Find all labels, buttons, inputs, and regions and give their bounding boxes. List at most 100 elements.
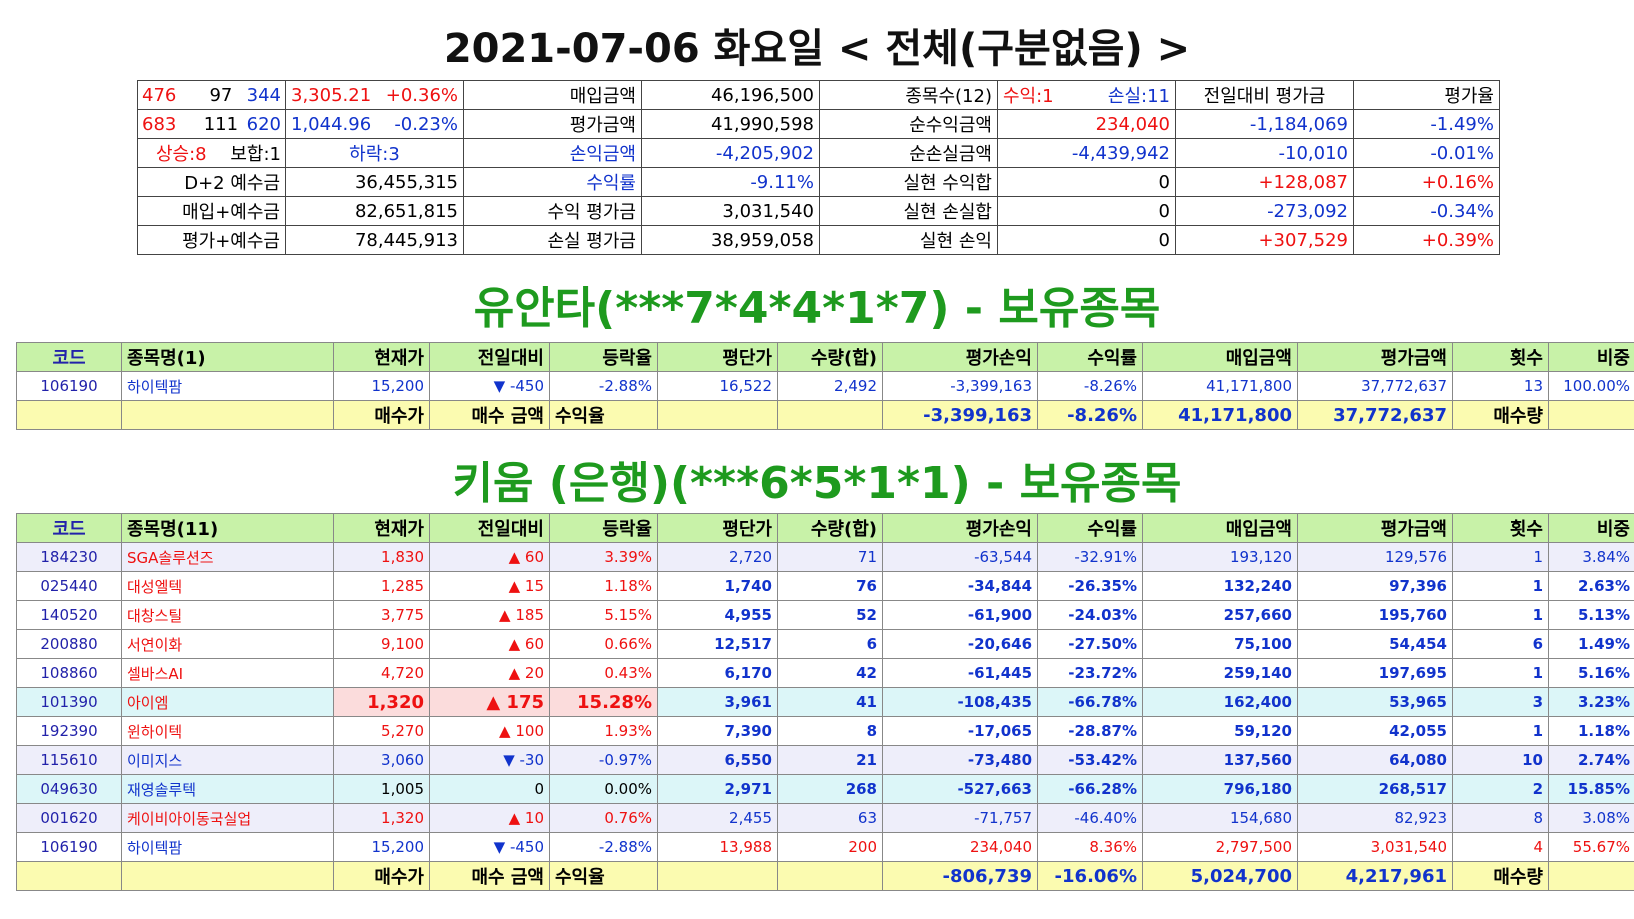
footer-total-eval: 4,217,961 bbox=[1297, 861, 1453, 891]
col-header: 등락율 bbox=[549, 342, 658, 372]
eval-pl: -20,646 bbox=[882, 629, 1038, 659]
weight: 3.08% bbox=[1548, 803, 1634, 833]
eval-amount: 97,396 bbox=[1297, 571, 1453, 601]
col-header: 비중 bbox=[1548, 342, 1634, 372]
col-header: 평단가 bbox=[657, 513, 778, 543]
col-header: 전일대비 bbox=[429, 513, 550, 543]
table-row[interactable]: 106190하이텍팜15,200-450-2.88%13,988200234,0… bbox=[16, 832, 1634, 862]
table-row[interactable]: 115610이미지스3,060-30-0.97%6,55021-73,480-5… bbox=[16, 745, 1634, 775]
fall-count: 하락:3 bbox=[349, 144, 400, 165]
eval-pl: 234,040 bbox=[882, 832, 1038, 862]
return-rate: -53.42% bbox=[1037, 745, 1143, 775]
day-change: 15 bbox=[429, 571, 550, 601]
day-change: -450 bbox=[429, 371, 550, 401]
day-change: 185 bbox=[429, 600, 550, 630]
table-row[interactable]: 108860셀바스AI4,720200.43%6,17042-61,445-23… bbox=[16, 658, 1634, 688]
current-price: 1,320 bbox=[333, 803, 430, 833]
change-rate: 3.39% bbox=[549, 542, 658, 572]
kospi-flat-count: 97 bbox=[209, 84, 233, 106]
stock-code: 101390 bbox=[16, 687, 122, 717]
col-header: 종목명(11) bbox=[121, 513, 334, 543]
quantity: 63 bbox=[777, 803, 883, 833]
day-change: -30 bbox=[429, 745, 550, 775]
summary-value: -273,092 bbox=[1175, 196, 1354, 226]
table-row[interactable]: 192390윈하이텍5,2701001.93%7,3908-17,065-28.… bbox=[16, 716, 1634, 746]
table-row[interactable]: 025440대성엘텍1,285151.18%1,74076-34,844-26.… bbox=[16, 571, 1634, 601]
day-change: 60 bbox=[429, 629, 550, 659]
stock-code: 106190 bbox=[16, 832, 122, 862]
col-header: 코드 bbox=[16, 342, 122, 372]
day-change: 100 bbox=[429, 716, 550, 746]
footer-total-ret: -16.06% bbox=[1037, 861, 1143, 891]
day-change: -450 bbox=[429, 832, 550, 862]
footer-total-ret: -8.26% bbox=[1037, 400, 1143, 430]
yuanta-holdings-table: 코드 종목명(1) 현재가 전일대비 등락율 평단가 수량(합) 평가손익 수익… bbox=[16, 342, 1634, 430]
buy-amount: 41,171,800 bbox=[1142, 371, 1298, 401]
col-header: 매입금액 bbox=[1142, 513, 1298, 543]
summary-row: 매입+예수금 82,651,815 수익 평가금 3,031,540 실현 손실… bbox=[137, 196, 1500, 226]
current-price: 1,320 bbox=[333, 687, 430, 717]
summary-value: -1.49% bbox=[1353, 109, 1500, 139]
summary-value: +128,087 bbox=[1175, 167, 1354, 197]
return-rate: -27.50% bbox=[1037, 629, 1143, 659]
change-rate: 1.93% bbox=[549, 716, 658, 746]
footer-label: 매수가 bbox=[333, 400, 430, 430]
kospi-rate: +0.36% bbox=[385, 84, 458, 106]
table-row[interactable]: 049630 재영솔루텍 1,005 0 0.00% 2,971 268 -527,663 -6… bbox=[16, 774, 1634, 804]
summary-row: 476 97 344 3,305.21 +0.36% 매입금액 46,196,5… bbox=[137, 80, 1500, 110]
weight: 1.49% bbox=[1548, 629, 1634, 659]
change-rate: -2.88% bbox=[549, 371, 658, 401]
summary-value: 0 bbox=[997, 225, 1176, 255]
col-header: 평가손익 bbox=[882, 513, 1038, 543]
table-row[interactable]: 200880서연이화9,100600.66%12,5176-20,646-27.… bbox=[16, 629, 1634, 659]
avg-price: 2,720 bbox=[657, 542, 778, 572]
avg-price: 13,988 bbox=[657, 832, 778, 862]
col-header: 수량(합) bbox=[777, 513, 883, 543]
summary-cell: 하락:3 bbox=[285, 138, 464, 168]
buy-amount: 162,400 bbox=[1142, 687, 1298, 717]
summary-value: -4,205,902 bbox=[641, 138, 820, 168]
eval-amount: 37,772,637 bbox=[1297, 371, 1453, 401]
summary-cell: 683 111 620 bbox=[137, 109, 286, 139]
day-change: 60 bbox=[429, 542, 550, 572]
table-row[interactable]: 106190하이텍팜15,200-450-2.88%16,5222,492-3,… bbox=[16, 371, 1634, 401]
table-row[interactable]: 101390아이엠1,32017515.28%3,96141-108,435-6… bbox=[16, 687, 1634, 717]
stock-code: 108860 bbox=[16, 658, 122, 688]
summary-value: 234,040 bbox=[997, 109, 1176, 139]
avg-price: 6,550 bbox=[657, 745, 778, 775]
summary-label: 평가율 bbox=[1353, 80, 1500, 110]
col-header: 평가금액 bbox=[1297, 342, 1453, 372]
trade-count: 4 bbox=[1452, 832, 1549, 862]
summary-label: 수익률 bbox=[463, 167, 642, 197]
avg-price: 4,955 bbox=[657, 600, 778, 630]
summary-value: +0.39% bbox=[1353, 225, 1500, 255]
change-rate: 0.66% bbox=[549, 629, 658, 659]
current-price: 1,285 bbox=[333, 571, 430, 601]
return-rate: -32.91% bbox=[1037, 542, 1143, 572]
footer-total-eval: 37,772,637 bbox=[1297, 400, 1453, 430]
footer-cell bbox=[657, 861, 778, 891]
summary-label: 순수익금액 bbox=[819, 109, 998, 139]
weight: 3.84% bbox=[1548, 542, 1634, 572]
stock-name: 대창스틸 bbox=[121, 600, 334, 630]
buy-amount: 75,100 bbox=[1142, 629, 1298, 659]
col-header: 비중 bbox=[1548, 513, 1634, 543]
current-price: 1,830 bbox=[333, 542, 430, 572]
loss-count: 손실:11 bbox=[1107, 86, 1170, 107]
col-header: 평단가 bbox=[657, 342, 778, 372]
kospi-up-count: 476 bbox=[142, 84, 177, 106]
table-row[interactable]: 001620케이비아이동국실업1,320100.76%2,45563-71,75… bbox=[16, 803, 1634, 833]
eval-amount: 82,923 bbox=[1297, 803, 1453, 833]
stock-name: 대성엘텍 bbox=[121, 571, 334, 601]
col-header: 코드 bbox=[16, 513, 122, 543]
quantity: 71 bbox=[777, 542, 883, 572]
avg-price: 3,961 bbox=[657, 687, 778, 717]
summary-label: 매입금액 bbox=[463, 80, 642, 110]
footer-label: 수익율 bbox=[549, 861, 658, 891]
table-row[interactable]: 184230SGA솔루션즈1,830603.39%2,72071-63,544-… bbox=[16, 542, 1634, 572]
table-row[interactable]: 140520대창스틸3,7751855.15%4,95552-61,900-24… bbox=[16, 600, 1634, 630]
summary-value: 38,959,058 bbox=[641, 225, 820, 255]
eval-pl: -61,445 bbox=[882, 658, 1038, 688]
summary-value: 3,031,540 bbox=[641, 196, 820, 226]
footer-total-pl: -3,399,163 bbox=[882, 400, 1038, 430]
